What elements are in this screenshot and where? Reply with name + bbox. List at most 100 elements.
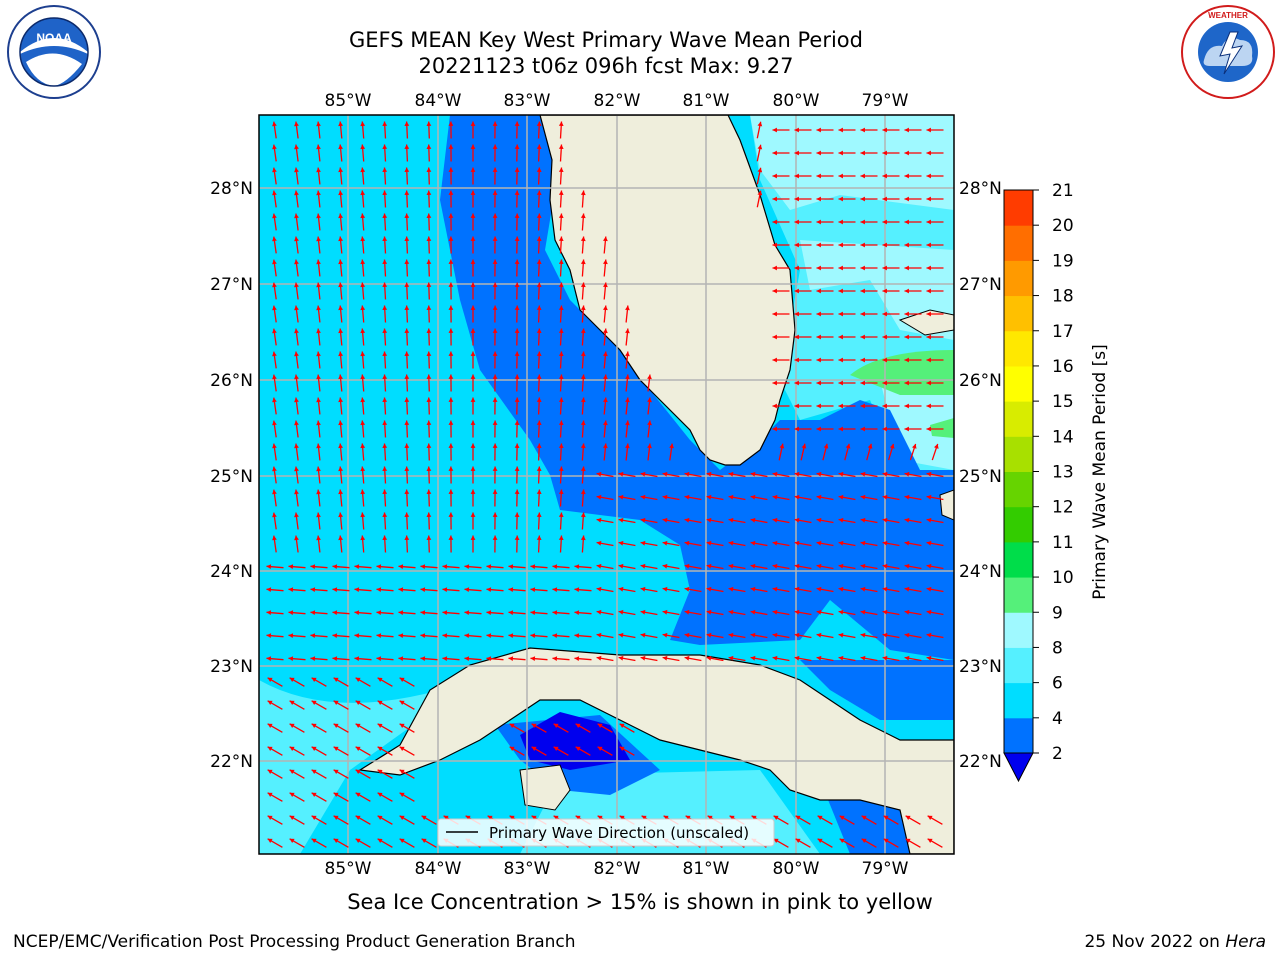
wave-arrow-head [272, 466, 277, 472]
wave-arrow-head [316, 236, 321, 242]
wave-arrow-head [420, 656, 426, 661]
wave-arrow-head [816, 265, 821, 271]
wave-arrow-head [426, 144, 432, 149]
wave-arrow-head [272, 443, 277, 449]
wave-arrow-head [442, 610, 448, 615]
wave-arrow-head [838, 380, 843, 386]
wave-arrow-head [926, 517, 932, 523]
wave-arrow-head [338, 121, 343, 127]
colorbar-tick-label: 4 [1052, 709, 1063, 729]
wave-arrow-head [794, 357, 799, 363]
wave-arrow-head [316, 282, 321, 288]
wave-arrow-head [470, 305, 476, 310]
wave-arrow-head [266, 587, 272, 592]
wave-arrow-head [492, 167, 498, 172]
lon-label: 80°W [773, 859, 820, 879]
wave-arrow-head [838, 173, 843, 179]
wave-arrow-head [640, 563, 646, 569]
wave-arrow-head [580, 305, 586, 311]
wave-arrow-head [536, 121, 542, 126]
wave-arrow-head [603, 305, 608, 311]
colorbar-segment [1004, 506, 1033, 543]
wave-arrow-head [333, 838, 339, 843]
wave-arrow-head [640, 494, 646, 500]
wave-arrow-head [706, 471, 712, 477]
wave-arrow-head [772, 563, 778, 569]
wave-arrow-head [530, 633, 536, 638]
wave-arrow-head [794, 517, 800, 523]
wave-arrow-head [536, 236, 542, 241]
wave-arrow-head [684, 586, 690, 592]
wave-arrow-head [536, 167, 542, 172]
wave-arrow-head [289, 723, 295, 728]
wave-arrow-head [663, 815, 669, 820]
wave-arrow-head [794, 586, 800, 592]
wave-arrow-head [684, 540, 690, 546]
wave-arrow-head [861, 815, 867, 820]
wave-arrow-head [448, 489, 454, 494]
wave-arrow-head [905, 815, 911, 820]
wave-arrow-head [404, 282, 410, 287]
wave-arrow-head [464, 587, 470, 592]
wave-arrow-head [904, 219, 909, 225]
wave-arrow-head [492, 328, 498, 333]
wave-arrow-head [816, 494, 822, 500]
wave-arrow-head [751, 815, 757, 820]
lat-label: 28°N [210, 179, 253, 199]
wave-arrow-head [492, 259, 498, 264]
wave-arrow-head [882, 494, 888, 500]
wave-arrow-head [926, 655, 932, 661]
wave-arrow-head [531, 723, 537, 728]
colorbar-tick-label: 21 [1052, 181, 1074, 201]
wave-arrow-head [904, 655, 910, 661]
wave-arrow-head [530, 564, 536, 569]
wave-arrow-head [426, 351, 432, 356]
wave-arrow-head [316, 443, 321, 449]
lat-labels-left: 28°N 27°N 26°N 25°N 24°N 23°N 22°N [210, 179, 253, 772]
wave-arrow-head [816, 219, 821, 225]
wave-arrow-head [399, 723, 405, 728]
wave-arrow-head [625, 374, 630, 380]
wave-arrow-head [514, 121, 520, 126]
lat-label: 27°N [210, 275, 253, 295]
wave-arrow-head [294, 190, 299, 196]
wave-arrow-head [728, 517, 734, 523]
chart-subtitle: 20221123 t06z 096h fcst Max: 9.27 [418, 54, 794, 78]
wave-arrow-head [619, 746, 625, 751]
wave-arrow-head [860, 334, 865, 340]
wave-arrow-head [266, 633, 272, 638]
wave-arrow-head [926, 609, 932, 615]
wave-arrow-head [816, 517, 822, 523]
wave-arrow-head [377, 815, 383, 820]
wave-arrow-head [596, 540, 602, 546]
wave-arrow-head [816, 311, 821, 317]
wave-arrow-head [536, 512, 542, 517]
wave-arrow-head [603, 282, 608, 288]
wave-arrow-head [354, 633, 360, 638]
wave-arrow-head [360, 489, 366, 495]
wave-arrow-head [294, 397, 299, 403]
wave-arrow-head [669, 443, 674, 449]
svg-text:WEATHER: WEATHER [1208, 11, 1248, 20]
wave-arrow-head [272, 489, 277, 495]
wave-arrow-head [492, 420, 498, 425]
wave-arrow-head [904, 609, 910, 615]
wave-arrow-head [377, 700, 383, 705]
wave-arrow-head [904, 586, 910, 592]
wave-arrow-head [272, 190, 277, 196]
wave-arrow-head [580, 466, 586, 472]
wave-arrow-head [536, 213, 542, 218]
wave-arrow-head [267, 723, 273, 728]
wave-arrow-head [360, 167, 366, 173]
wave-arrow-head [728, 609, 734, 615]
legend-label: Primary Wave Direction (unscaled) [489, 824, 749, 842]
wave-arrow-head [404, 305, 410, 310]
wave-arrow-head [772, 173, 777, 179]
colorbar-tick-label: 12 [1052, 498, 1074, 518]
wave-arrow-head [382, 466, 388, 471]
wave-arrow-head [838, 288, 843, 294]
wave-arrow-head [333, 677, 339, 682]
colorbar-tick-label: 17 [1052, 322, 1074, 342]
ocean-6-8s-region-sw [259, 680, 440, 854]
colorbar-tick-label: 16 [1052, 357, 1074, 377]
